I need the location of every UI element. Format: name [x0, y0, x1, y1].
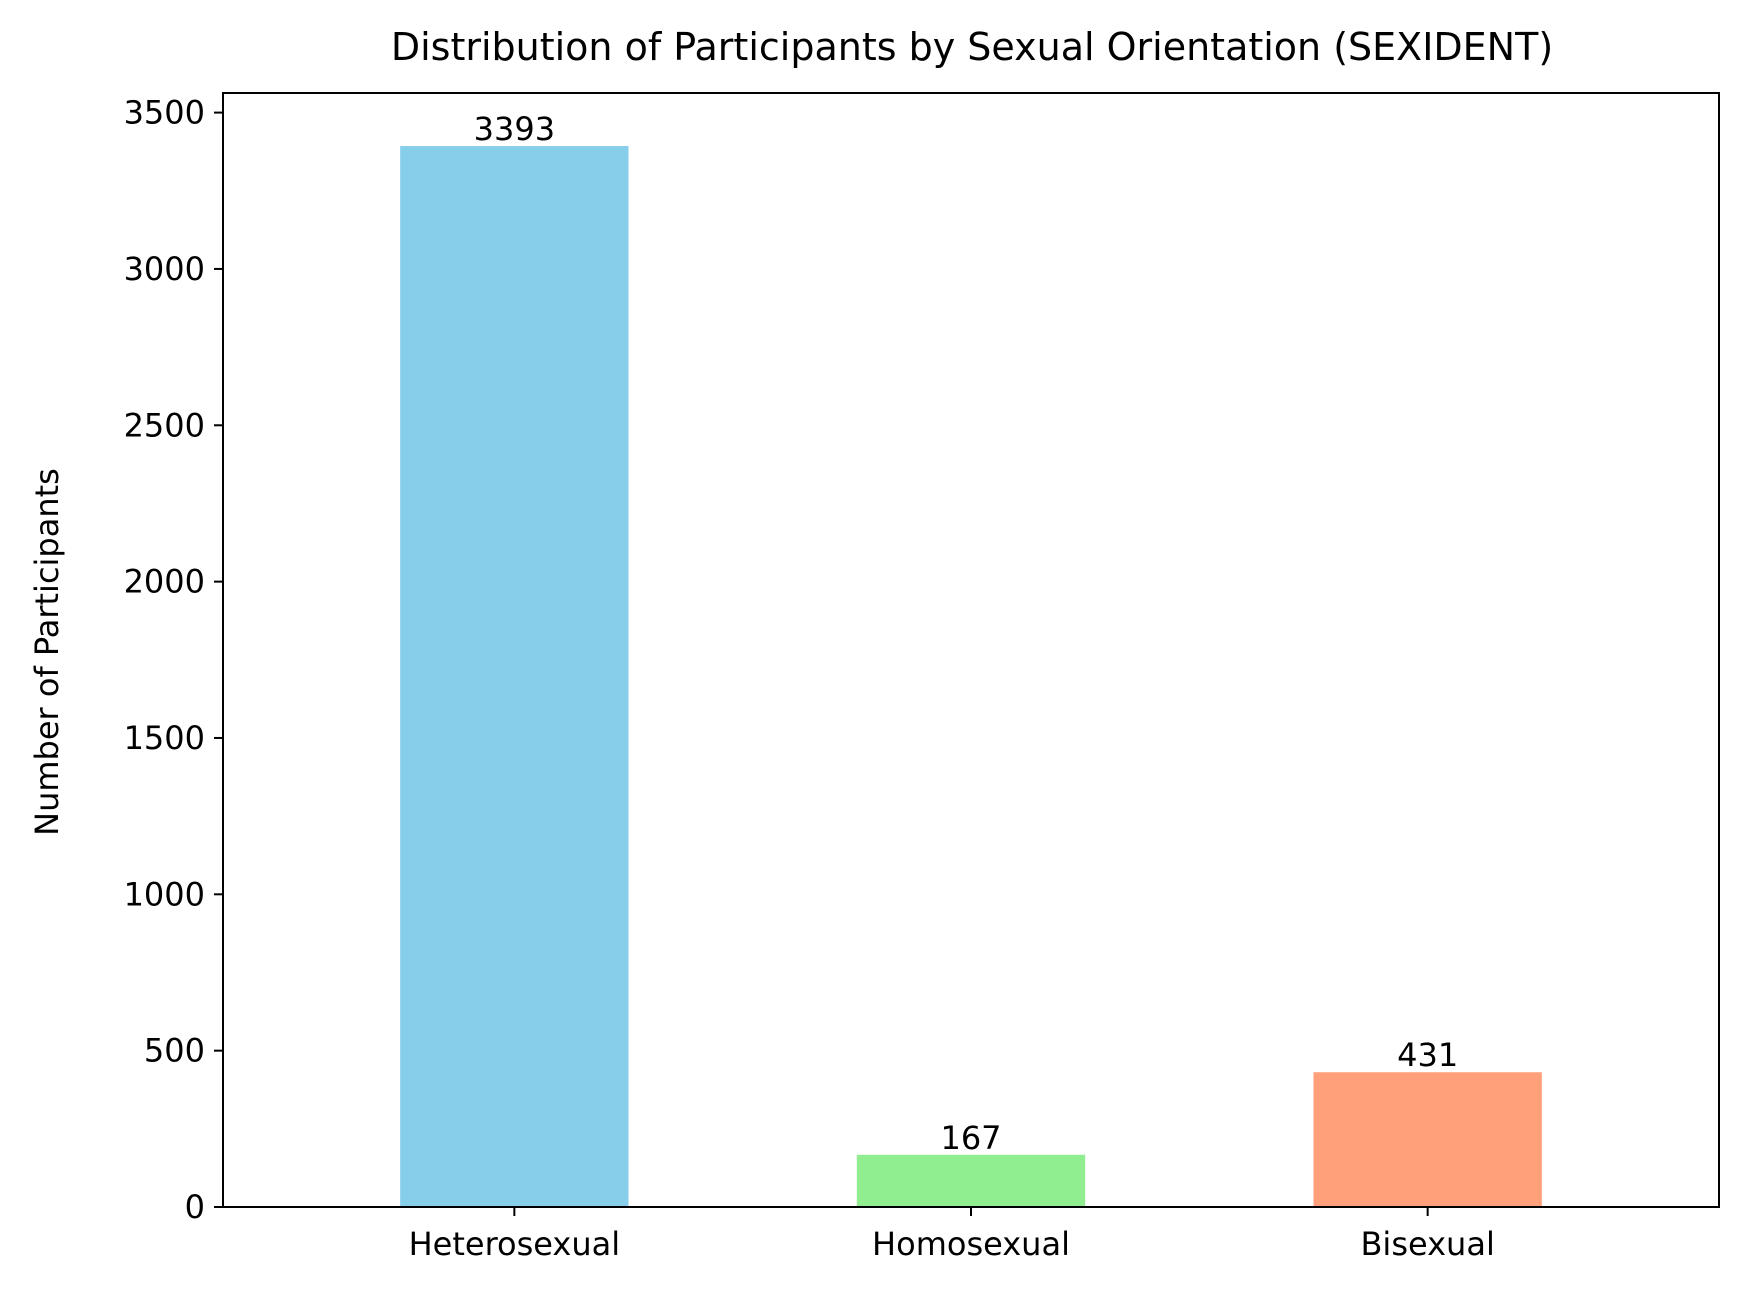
- bar-value-label: 3393: [474, 110, 555, 148]
- y-tick-label: 500: [144, 1032, 205, 1070]
- plot-area-frame: [222, 92, 1720, 1208]
- y-tick-label: 1500: [124, 719, 205, 757]
- bar-value-label: 431: [1397, 1036, 1458, 1074]
- chart-title: Distribution of Participants by Sexual O…: [391, 25, 1553, 69]
- bar-homosexual: [856, 1154, 1086, 1207]
- bar-value-label: 167: [940, 1119, 1001, 1157]
- bar-value-labels: 3393 167 431: [474, 110, 1459, 1157]
- y-tick-label: 3500: [124, 94, 205, 132]
- x-tick-label: Bisexual: [1360, 1225, 1494, 1263]
- x-tick-label: Heterosexual: [409, 1225, 621, 1263]
- bar-heterosexual: [400, 146, 629, 1208]
- bar-bisexual: [1313, 1072, 1542, 1207]
- y-tick-label: 2000: [124, 563, 205, 601]
- y-tick-label: 1000: [124, 875, 205, 913]
- x-axis-ticks: Heterosexual Homosexual Bisexual: [409, 1207, 1495, 1263]
- y-tick-label: 3000: [124, 250, 205, 288]
- y-tick-label: 0: [185, 1188, 205, 1226]
- y-tick-label: 2500: [124, 406, 205, 444]
- bar-series: [400, 146, 1542, 1208]
- x-tick-label: Homosexual: [872, 1225, 1070, 1263]
- y-axis-label: Number of Participants: [28, 468, 66, 836]
- y-axis-ticks: 0 500 1000 1500 2000 2500 3000 3500: [124, 94, 223, 1226]
